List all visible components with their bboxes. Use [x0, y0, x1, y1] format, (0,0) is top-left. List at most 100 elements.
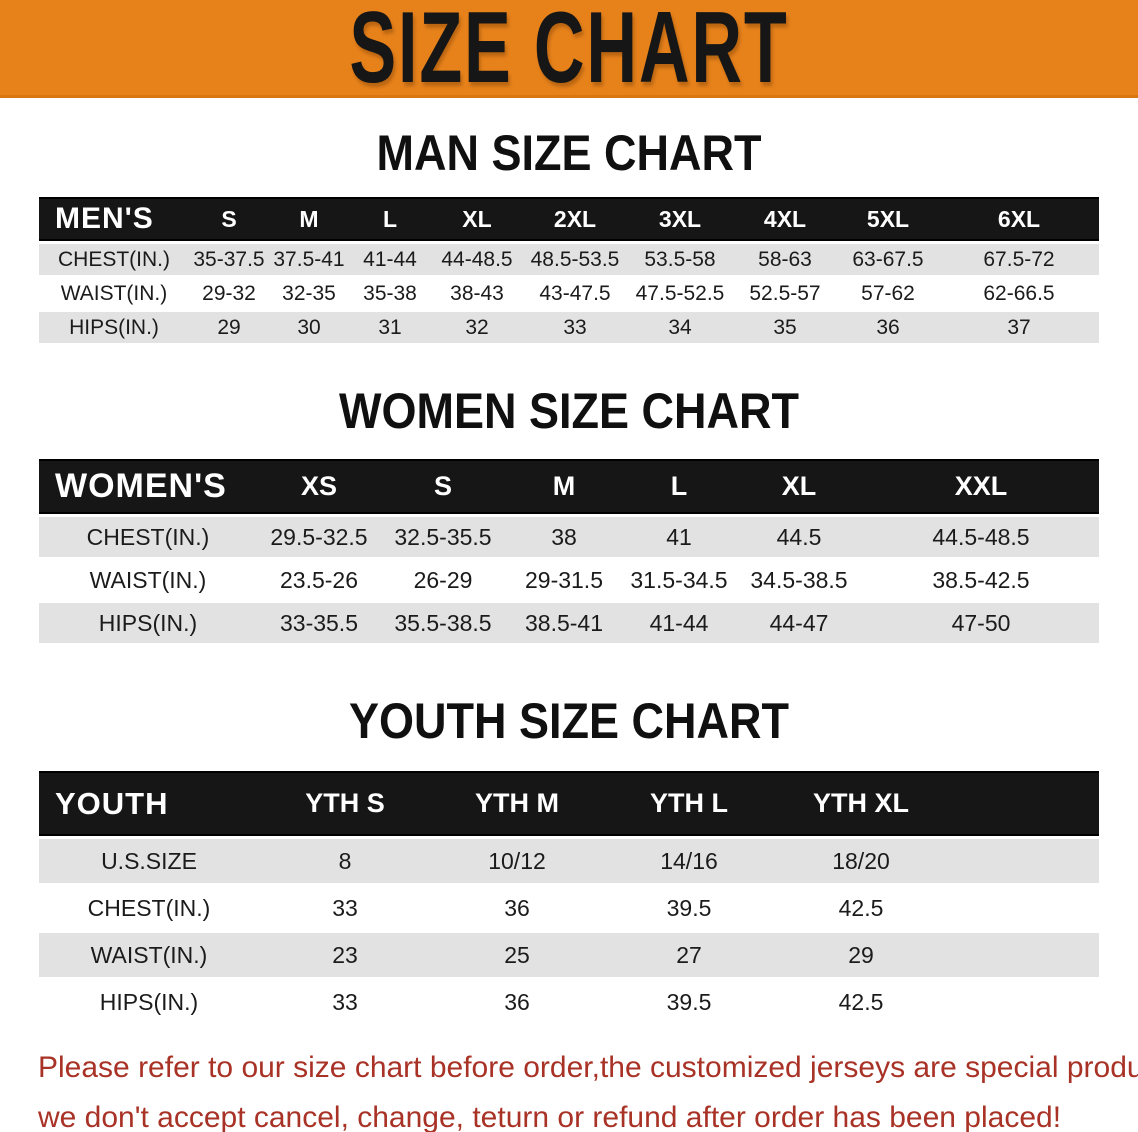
- row-label: CHEST(IN.): [39, 244, 189, 275]
- size-column-header: 3XL: [627, 197, 733, 241]
- size-value-cell: 37: [939, 312, 1099, 343]
- size-column-header: 4XL: [733, 197, 837, 241]
- size-value-cell: 62-66.5: [939, 278, 1099, 309]
- size-value-cell: 29-32: [189, 278, 269, 309]
- size-column-header: S: [189, 197, 269, 241]
- size-column-header: YTH M: [431, 771, 603, 836]
- youth-size-table: YOUTH YTH S YTH M YTH L YTH XL U.S.SIZE 8 10/12…: [39, 768, 1099, 1027]
- size-value-cell: 29.5-32.5: [257, 517, 381, 557]
- table-row: U.S.SIZE 8 10/12 14/16 18/20: [39, 839, 1099, 883]
- table-header-row: WOMEN'S XS S M L XL XXL: [39, 459, 1099, 514]
- size-column-header: XL: [431, 197, 523, 241]
- size-value-cell: 23.5-26: [257, 560, 381, 600]
- womens-size-table: WOMEN'S XS S M L XL XXL CHEST(IN.) 29.5-32.5 32.5…: [39, 456, 1099, 646]
- size-column-header: L: [623, 459, 735, 514]
- banner-title: SIZE CHART: [349, 0, 789, 105]
- size-value-cell: 35.5-38.5: [381, 603, 505, 643]
- size-value-cell: 48.5-53.5: [523, 244, 627, 275]
- size-value-cell: 63-67.5: [837, 244, 939, 275]
- size-value-cell: 38: [505, 517, 623, 557]
- size-column-header: 6XL: [939, 197, 1099, 241]
- row-label: WAIST(IN.): [39, 278, 189, 309]
- table-row: CHEST(IN.) 35-37.5 37.5-41 41-44 44-48.5 48.5…: [39, 244, 1099, 275]
- size-value-cell: 25: [431, 933, 603, 977]
- size-value-cell: 35-38: [349, 278, 431, 309]
- size-value-cell: 44.5: [735, 517, 863, 557]
- mens-size-section: MAN SIZE CHART MEN'S S M L XL 2XL 3XL 4XL 5XL 6XL C…: [0, 124, 1138, 346]
- size-value-cell: 38.5-42.5: [863, 560, 1099, 600]
- size-value-cell: 67.5-72: [939, 244, 1099, 275]
- size-column-header: 2XL: [523, 197, 627, 241]
- table-filler-cell: [947, 933, 1099, 977]
- size-value-cell: 35-37.5: [189, 244, 269, 275]
- size-value-cell: 26-29: [381, 560, 505, 600]
- youth-size-section: YOUTH SIZE CHART YOUTH YTH S YTH M YTH L YTH …: [0, 692, 1138, 1027]
- size-column-header: S: [381, 459, 505, 514]
- table-filler-cell: [947, 839, 1099, 883]
- size-value-cell: 44-47: [735, 603, 863, 643]
- youth-section-heading: YOUTH SIZE CHART: [348, 693, 790, 749]
- size-column-header: YTH XL: [775, 771, 947, 836]
- size-value-cell: 32-35: [269, 278, 349, 309]
- row-label: HIPS(IN.): [39, 980, 259, 1024]
- size-value-cell: 38-43: [431, 278, 523, 309]
- row-label: HIPS(IN.): [39, 312, 189, 343]
- size-value-cell: 42.5: [775, 980, 947, 1024]
- size-value-cell: 47-50: [863, 603, 1099, 643]
- table-row: HIPS(IN.) 33 36 39.5 42.5: [39, 980, 1099, 1024]
- size-column-header: L: [349, 197, 431, 241]
- size-value-cell: 33: [523, 312, 627, 343]
- size-value-cell: 29: [775, 933, 947, 977]
- size-column-header: XXL: [863, 459, 1099, 514]
- size-value-cell: 29-31.5: [505, 560, 623, 600]
- size-value-cell: 29: [189, 312, 269, 343]
- size-value-cell: 36: [431, 980, 603, 1024]
- size-value-cell: 18/20: [775, 839, 947, 883]
- size-value-cell: 14/16: [603, 839, 775, 883]
- table-header-filler: [947, 771, 1099, 836]
- size-column-header: 5XL: [837, 197, 939, 241]
- size-value-cell: 41: [623, 517, 735, 557]
- table-corner-label: YOUTH: [39, 771, 259, 836]
- size-value-cell: 41-44: [349, 244, 431, 275]
- table-corner-label: WOMEN'S: [39, 459, 257, 514]
- size-value-cell: 43-47.5: [523, 278, 627, 309]
- size-value-cell: 31: [349, 312, 431, 343]
- size-value-cell: 57-62: [837, 278, 939, 309]
- size-value-cell: 47.5-52.5: [627, 278, 733, 309]
- table-filler-cell: [947, 980, 1099, 1024]
- size-value-cell: 44.5-48.5: [863, 517, 1099, 557]
- size-value-cell: 30: [269, 312, 349, 343]
- mens-size-table: MEN'S S M L XL 2XL 3XL 4XL 5XL 6XL CHEST(IN.) 35-37…: [39, 194, 1099, 346]
- size-value-cell: 34.5-38.5: [735, 560, 863, 600]
- table-row: HIPS(IN.) 33-35.5 35.5-38.5 38.5-41 41-44 44-…: [39, 603, 1099, 643]
- banner: SIZE CHART: [0, 0, 1138, 104]
- size-value-cell: 39.5: [603, 980, 775, 1024]
- size-value-cell: 36: [837, 312, 939, 343]
- mens-section-heading: MAN SIZE CHART: [376, 125, 762, 181]
- size-value-cell: 32.5-35.5: [381, 517, 505, 557]
- size-value-cell: 10/12: [431, 839, 603, 883]
- size-value-cell: 37.5-41: [269, 244, 349, 275]
- size-value-cell: 36: [431, 886, 603, 930]
- row-label: WAIST(IN.): [39, 560, 257, 600]
- size-value-cell: 42.5: [775, 886, 947, 930]
- size-value-cell: 39.5: [603, 886, 775, 930]
- table-row: WAIST(IN.) 23 25 27 29: [39, 933, 1099, 977]
- size-value-cell: 23: [259, 933, 431, 977]
- table-row: CHEST(IN.) 29.5-32.5 32.5-35.5 38 41 44.5 44.5…: [39, 517, 1099, 557]
- size-column-header: M: [269, 197, 349, 241]
- row-label: CHEST(IN.): [39, 886, 259, 930]
- womens-size-section: WOMEN SIZE CHART WOMEN'S XS S M L XL XXL CHEST(I…: [0, 382, 1138, 646]
- size-value-cell: 53.5-58: [627, 244, 733, 275]
- row-label: WAIST(IN.): [39, 933, 259, 977]
- table-row: CHEST(IN.) 33 36 39.5 42.5: [39, 886, 1099, 930]
- size-column-header: YTH S: [259, 771, 431, 836]
- note-line-2: we don't accept cancel, change, teturn o…: [38, 1101, 1062, 1132]
- size-value-cell: 35: [733, 312, 837, 343]
- size-value-cell: 31.5-34.5: [623, 560, 735, 600]
- size-value-cell: 41-44: [623, 603, 735, 643]
- table-header-row: MEN'S S M L XL 2XL 3XL 4XL 5XL 6XL: [39, 197, 1099, 241]
- size-column-header: YTH L: [603, 771, 775, 836]
